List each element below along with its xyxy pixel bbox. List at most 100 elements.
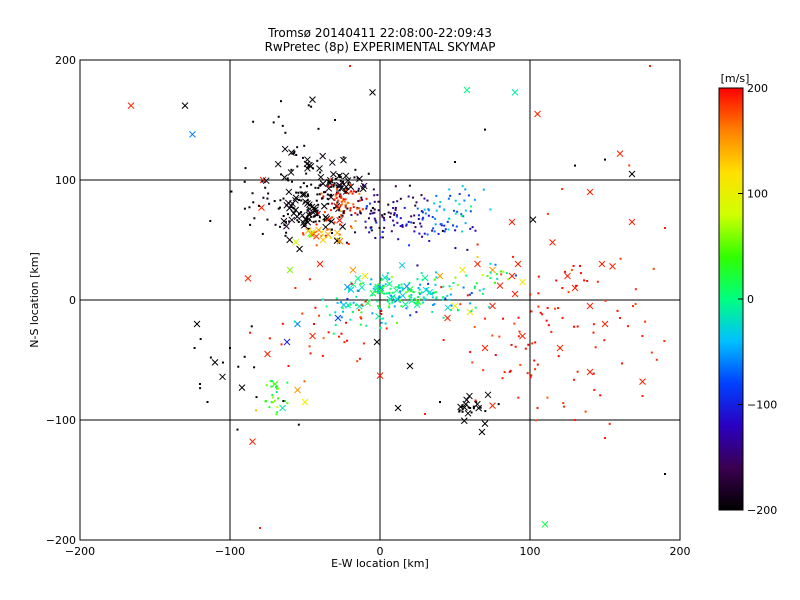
data-point bbox=[473, 325, 476, 328]
data-point bbox=[476, 243, 479, 246]
data-point bbox=[251, 192, 254, 195]
data-point bbox=[307, 104, 310, 107]
data-point-x bbox=[326, 178, 333, 186]
data-point bbox=[575, 284, 578, 287]
data-point bbox=[541, 313, 544, 316]
data-point-x bbox=[301, 398, 309, 406]
data-point-x bbox=[489, 302, 496, 310]
data-point bbox=[452, 224, 455, 227]
data-point bbox=[381, 317, 384, 320]
data-point bbox=[237, 365, 240, 368]
data-point bbox=[557, 307, 560, 310]
data-point bbox=[460, 214, 463, 217]
data-point bbox=[370, 228, 373, 231]
data-point bbox=[317, 203, 320, 206]
data-point bbox=[344, 190, 347, 193]
y-tick-label: −200 bbox=[46, 534, 76, 547]
data-point bbox=[427, 282, 430, 285]
data-point bbox=[303, 201, 306, 204]
data-point bbox=[302, 182, 305, 185]
data-point-x bbox=[316, 165, 323, 172]
data-point bbox=[349, 65, 351, 67]
data-point bbox=[324, 234, 327, 237]
data-point bbox=[454, 276, 457, 279]
data-point bbox=[409, 289, 412, 292]
data-point-x bbox=[309, 96, 316, 103]
data-point bbox=[431, 229, 434, 232]
data-point bbox=[405, 223, 408, 226]
data-point-x bbox=[444, 314, 451, 322]
data-point bbox=[310, 183, 313, 186]
data-point bbox=[513, 322, 516, 325]
data-point-x bbox=[286, 236, 294, 244]
data-point bbox=[382, 216, 385, 219]
data-point bbox=[531, 342, 534, 345]
data-point bbox=[461, 185, 464, 188]
data-point bbox=[348, 191, 351, 194]
data-point bbox=[250, 325, 253, 328]
data-point-x bbox=[328, 159, 336, 166]
data-point bbox=[342, 212, 345, 215]
data-point bbox=[448, 217, 451, 220]
data-point bbox=[398, 295, 401, 298]
data-point bbox=[461, 410, 464, 413]
y-tick-label: 200 bbox=[55, 54, 76, 67]
data-point bbox=[297, 191, 300, 194]
data-point-x bbox=[444, 304, 452, 312]
data-point-x bbox=[334, 314, 342, 322]
data-point bbox=[539, 311, 542, 314]
data-point bbox=[592, 331, 595, 334]
data-point bbox=[334, 194, 337, 197]
data-point bbox=[401, 224, 404, 227]
data-point bbox=[312, 221, 315, 224]
data-point bbox=[286, 213, 289, 216]
data-point bbox=[663, 340, 666, 343]
data-point bbox=[401, 288, 404, 291]
data-point bbox=[454, 199, 457, 202]
data-point bbox=[547, 324, 550, 327]
data-point bbox=[403, 206, 406, 209]
data-point bbox=[315, 244, 318, 247]
data-point bbox=[264, 186, 267, 189]
data-point bbox=[352, 206, 355, 209]
data-point bbox=[275, 387, 278, 390]
data-point bbox=[561, 316, 564, 319]
data-point bbox=[342, 210, 345, 213]
data-point bbox=[498, 335, 501, 338]
data-point bbox=[362, 342, 365, 345]
data-point bbox=[278, 206, 281, 209]
data-point bbox=[305, 185, 308, 188]
data-point bbox=[314, 210, 317, 213]
data-point bbox=[284, 234, 287, 237]
data-point bbox=[473, 285, 476, 288]
data-point bbox=[405, 224, 408, 227]
data-point bbox=[446, 294, 449, 297]
data-point bbox=[450, 287, 453, 290]
data-point-x bbox=[340, 156, 347, 164]
data-point bbox=[314, 186, 317, 189]
data-point bbox=[285, 231, 288, 234]
data-point bbox=[329, 220, 332, 223]
data-point bbox=[508, 370, 511, 373]
x-tick-label: 0 bbox=[377, 545, 384, 558]
data-point bbox=[355, 295, 358, 298]
data-point bbox=[503, 371, 506, 374]
data-point bbox=[379, 326, 382, 329]
data-point bbox=[340, 301, 343, 304]
data-point bbox=[469, 350, 472, 353]
data-point bbox=[455, 225, 458, 228]
data-point bbox=[489, 208, 492, 211]
data-point bbox=[243, 207, 246, 210]
data-point bbox=[347, 182, 350, 185]
data-point bbox=[420, 225, 423, 228]
data-point-x bbox=[309, 332, 316, 340]
data-point bbox=[473, 198, 476, 201]
data-point bbox=[412, 291, 415, 294]
data-point bbox=[373, 208, 376, 211]
data-point bbox=[390, 294, 393, 297]
data-point bbox=[433, 230, 436, 233]
data-point-x bbox=[564, 272, 571, 280]
data-point bbox=[486, 275, 489, 278]
data-point bbox=[287, 179, 290, 182]
data-point-x bbox=[511, 290, 519, 298]
